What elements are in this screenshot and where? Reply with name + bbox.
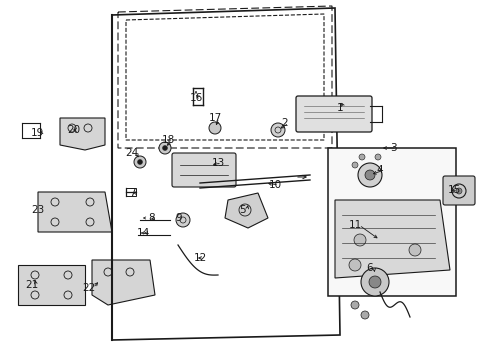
Circle shape	[455, 188, 461, 194]
Circle shape	[364, 170, 374, 180]
Circle shape	[134, 156, 146, 168]
Text: 23: 23	[31, 205, 44, 215]
Text: 24: 24	[125, 148, 138, 158]
Circle shape	[270, 123, 285, 137]
Circle shape	[351, 162, 357, 168]
Text: 2: 2	[281, 118, 288, 128]
Polygon shape	[224, 193, 267, 228]
Text: 20: 20	[67, 125, 81, 135]
Circle shape	[360, 311, 368, 319]
Text: 1: 1	[336, 103, 343, 113]
Text: 22: 22	[82, 283, 96, 293]
Polygon shape	[18, 265, 85, 305]
Circle shape	[137, 159, 142, 165]
FancyBboxPatch shape	[172, 153, 236, 187]
Circle shape	[162, 145, 167, 150]
Text: 13: 13	[211, 158, 224, 168]
Circle shape	[159, 142, 171, 154]
Circle shape	[348, 259, 360, 271]
FancyBboxPatch shape	[442, 176, 474, 205]
Text: 5: 5	[239, 205, 246, 215]
Text: 17: 17	[208, 113, 221, 123]
Text: 11: 11	[347, 220, 361, 230]
Circle shape	[353, 234, 365, 246]
Text: 15: 15	[447, 185, 460, 195]
Bar	[126, 188, 136, 196]
Circle shape	[374, 154, 380, 160]
Polygon shape	[334, 200, 449, 278]
Circle shape	[357, 163, 381, 187]
Circle shape	[350, 301, 358, 309]
Circle shape	[408, 244, 420, 256]
Circle shape	[176, 213, 190, 227]
Text: 10: 10	[268, 180, 281, 190]
Text: 4: 4	[376, 165, 383, 175]
Text: 19: 19	[30, 128, 43, 138]
Text: 12: 12	[193, 253, 206, 263]
Circle shape	[360, 268, 388, 296]
Bar	[327, 148, 455, 296]
Text: 18: 18	[161, 135, 174, 145]
Text: 9: 9	[175, 213, 182, 223]
Text: 3: 3	[389, 143, 395, 153]
Circle shape	[208, 122, 221, 134]
Text: 21: 21	[25, 280, 39, 290]
Text: 6: 6	[366, 263, 372, 273]
FancyBboxPatch shape	[295, 96, 371, 132]
Polygon shape	[92, 260, 155, 305]
Polygon shape	[60, 118, 105, 150]
Text: 16: 16	[189, 93, 202, 103]
Polygon shape	[38, 192, 112, 232]
Text: 7: 7	[128, 188, 135, 198]
Circle shape	[368, 276, 380, 288]
Text: 8: 8	[148, 213, 155, 223]
Circle shape	[358, 154, 364, 160]
Text: 14: 14	[136, 228, 149, 238]
